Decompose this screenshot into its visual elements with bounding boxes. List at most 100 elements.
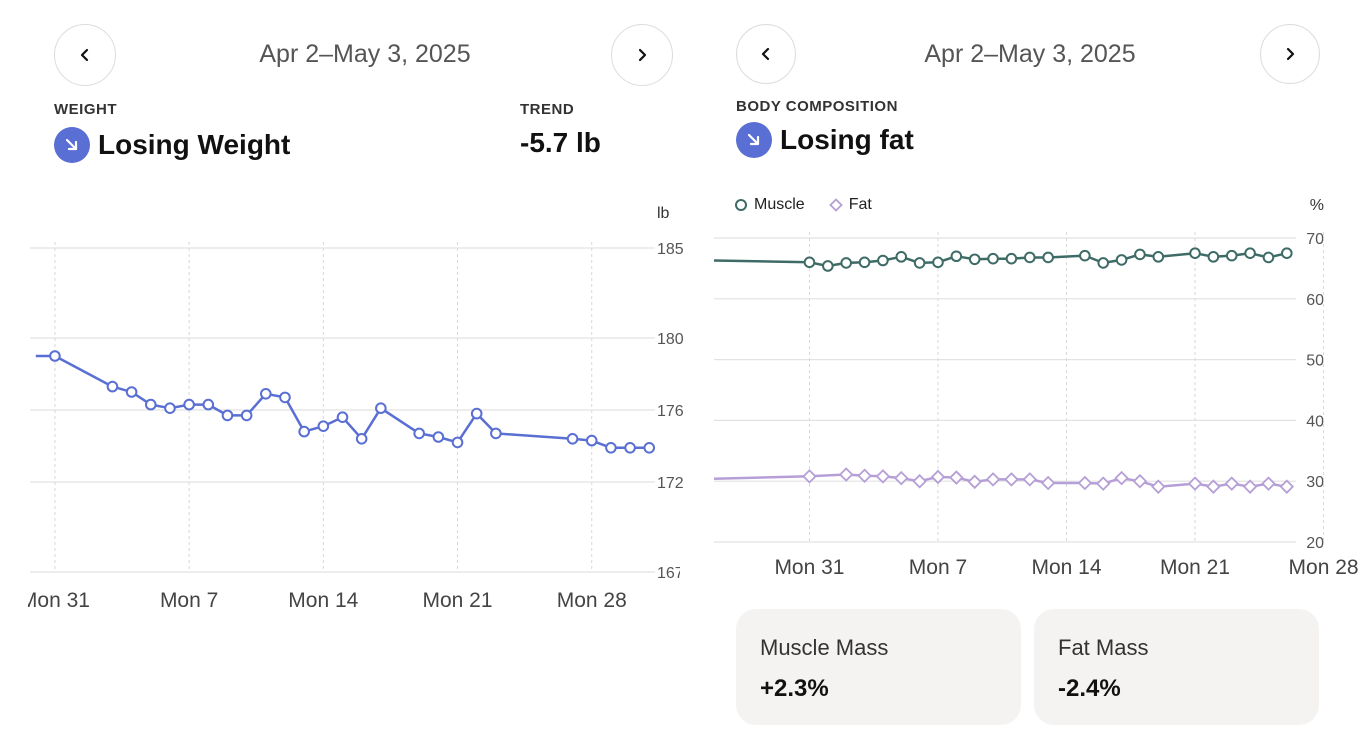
- data-point[interactable]: [164, 402, 176, 414]
- data-point[interactable]: [1152, 251, 1165, 263]
- data-point[interactable]: [987, 252, 999, 265]
- data-point[interactable]: [1261, 476, 1276, 491]
- data-point[interactable]: [451, 436, 464, 449]
- data-point[interactable]: [1097, 257, 1110, 269]
- data-point[interactable]: [1262, 251, 1275, 264]
- data-point[interactable]: [1187, 476, 1203, 491]
- data-point[interactable]: [470, 407, 483, 420]
- data-point[interactable]: [240, 409, 253, 422]
- data-point[interactable]: [202, 398, 215, 411]
- data-point[interactable]: [260, 388, 272, 400]
- data-point[interactable]: [932, 256, 944, 269]
- data-point[interactable]: [949, 470, 964, 485]
- y-tick-label: 185: [657, 241, 684, 258]
- arrow-down-right-icon: [54, 127, 90, 163]
- data-point[interactable]: [1224, 476, 1240, 491]
- data-point[interactable]: [1206, 479, 1221, 494]
- data-point[interactable]: [877, 254, 889, 267]
- data-point[interactable]: [1023, 251, 1036, 264]
- fat-mass-value: -2.4%: [1058, 675, 1121, 702]
- x-tick-label: Mon 31: [774, 556, 844, 579]
- weight-panel: Apr 2–May 3, 2025 WEIGHT Losing Weight T…: [19, 24, 684, 612]
- data-point[interactable]: [1042, 251, 1054, 264]
- data-point[interactable]: [183, 398, 195, 411]
- data-point[interactable]: [605, 441, 617, 454]
- weight-series-line: [35, 354, 650, 450]
- data-point[interactable]: [317, 420, 330, 432]
- data-point[interactable]: [1225, 249, 1238, 262]
- data-point[interactable]: [1022, 472, 1038, 487]
- data-point[interactable]: [950, 250, 963, 263]
- chevron-right-icon: [638, 48, 647, 62]
- data-point[interactable]: [355, 433, 368, 445]
- next-period-button[interactable]: [611, 24, 673, 86]
- data-point[interactable]: [895, 251, 908, 263]
- data-point[interactable]: [985, 472, 1001, 487]
- data-point[interactable]: [1077, 475, 1093, 491]
- data-point[interactable]: [913, 257, 926, 269]
- data-point[interactable]: [840, 257, 852, 269]
- data-point[interactable]: [1115, 254, 1128, 266]
- data-point[interactable]: [1005, 252, 1018, 265]
- data-point[interactable]: [1040, 475, 1056, 491]
- data-point[interactable]: [1004, 472, 1019, 487]
- data-point[interactable]: [893, 470, 909, 486]
- data-point[interactable]: [432, 431, 445, 443]
- x-tick-label: Mon 31: [20, 589, 90, 612]
- data-point[interactable]: [858, 256, 871, 269]
- legend-fat: Fat: [828, 196, 872, 214]
- y-tick-label: 60: [1306, 292, 1324, 309]
- data-point[interactable]: [1207, 251, 1220, 263]
- data-point[interactable]: [490, 427, 502, 440]
- weight-status-text: Losing Weight: [98, 129, 291, 160]
- next-period-button[interactable]: [1260, 24, 1320, 84]
- chevron-left-icon: [761, 47, 770, 61]
- data-point[interactable]: [930, 469, 946, 485]
- prev-period-button[interactable]: [736, 24, 796, 84]
- data-point[interactable]: [803, 256, 816, 269]
- data-point[interactable]: [125, 386, 138, 398]
- data-point[interactable]: [802, 469, 817, 484]
- x-tick-label: Mon 7: [160, 589, 218, 612]
- data-point[interactable]: [375, 402, 387, 414]
- data-point[interactable]: [1244, 247, 1256, 260]
- chart-legend: Muscle Fat: [734, 196, 896, 214]
- data-point[interactable]: [49, 350, 61, 362]
- data-point[interactable]: [1189, 247, 1201, 260]
- data-point[interactable]: [968, 253, 981, 266]
- data-point[interactable]: [875, 469, 891, 484]
- data-point[interactable]: [912, 473, 927, 489]
- data-point[interactable]: [838, 467, 854, 482]
- data-point[interactable]: [624, 441, 636, 454]
- body-composition-panel: Apr 2–May 3, 2025 BODY COMPOSITION Losin…: [680, 0, 1360, 754]
- data-point[interactable]: [1095, 476, 1111, 491]
- data-point[interactable]: [221, 409, 234, 422]
- legend-muscle: Muscle: [734, 196, 805, 214]
- data-point[interactable]: [566, 433, 579, 445]
- data-point[interactable]: [1132, 473, 1148, 489]
- muscle-mass-card[interactable]: Muscle Mass +2.3%: [736, 609, 1021, 725]
- data-point[interactable]: [144, 398, 157, 411]
- data-point[interactable]: [822, 260, 834, 272]
- data-point[interactable]: [1279, 479, 1295, 494]
- data-point[interactable]: [279, 391, 291, 404]
- data-point[interactable]: [298, 425, 310, 438]
- data-point[interactable]: [1151, 479, 1166, 494]
- data-point[interactable]: [1242, 479, 1258, 494]
- data-point[interactable]: [585, 434, 598, 447]
- data-point[interactable]: [336, 411, 349, 423]
- prev-period-button[interactable]: [54, 24, 116, 86]
- data-point[interactable]: [106, 380, 119, 393]
- data-point[interactable]: [1281, 247, 1293, 260]
- fat-mass-card[interactable]: Fat Mass -2.4%: [1034, 609, 1319, 725]
- data-point[interactable]: [1134, 248, 1146, 261]
- y-tick-label: 20: [1306, 535, 1324, 552]
- data-point[interactable]: [413, 427, 425, 440]
- data-point[interactable]: [1114, 470, 1129, 486]
- chevron-right-icon: [1286, 47, 1295, 61]
- data-point[interactable]: [643, 441, 656, 454]
- data-point[interactable]: [857, 468, 872, 484]
- trend-label: TREND: [520, 101, 575, 118]
- data-point[interactable]: [1079, 249, 1091, 262]
- data-point[interactable]: [967, 474, 982, 490]
